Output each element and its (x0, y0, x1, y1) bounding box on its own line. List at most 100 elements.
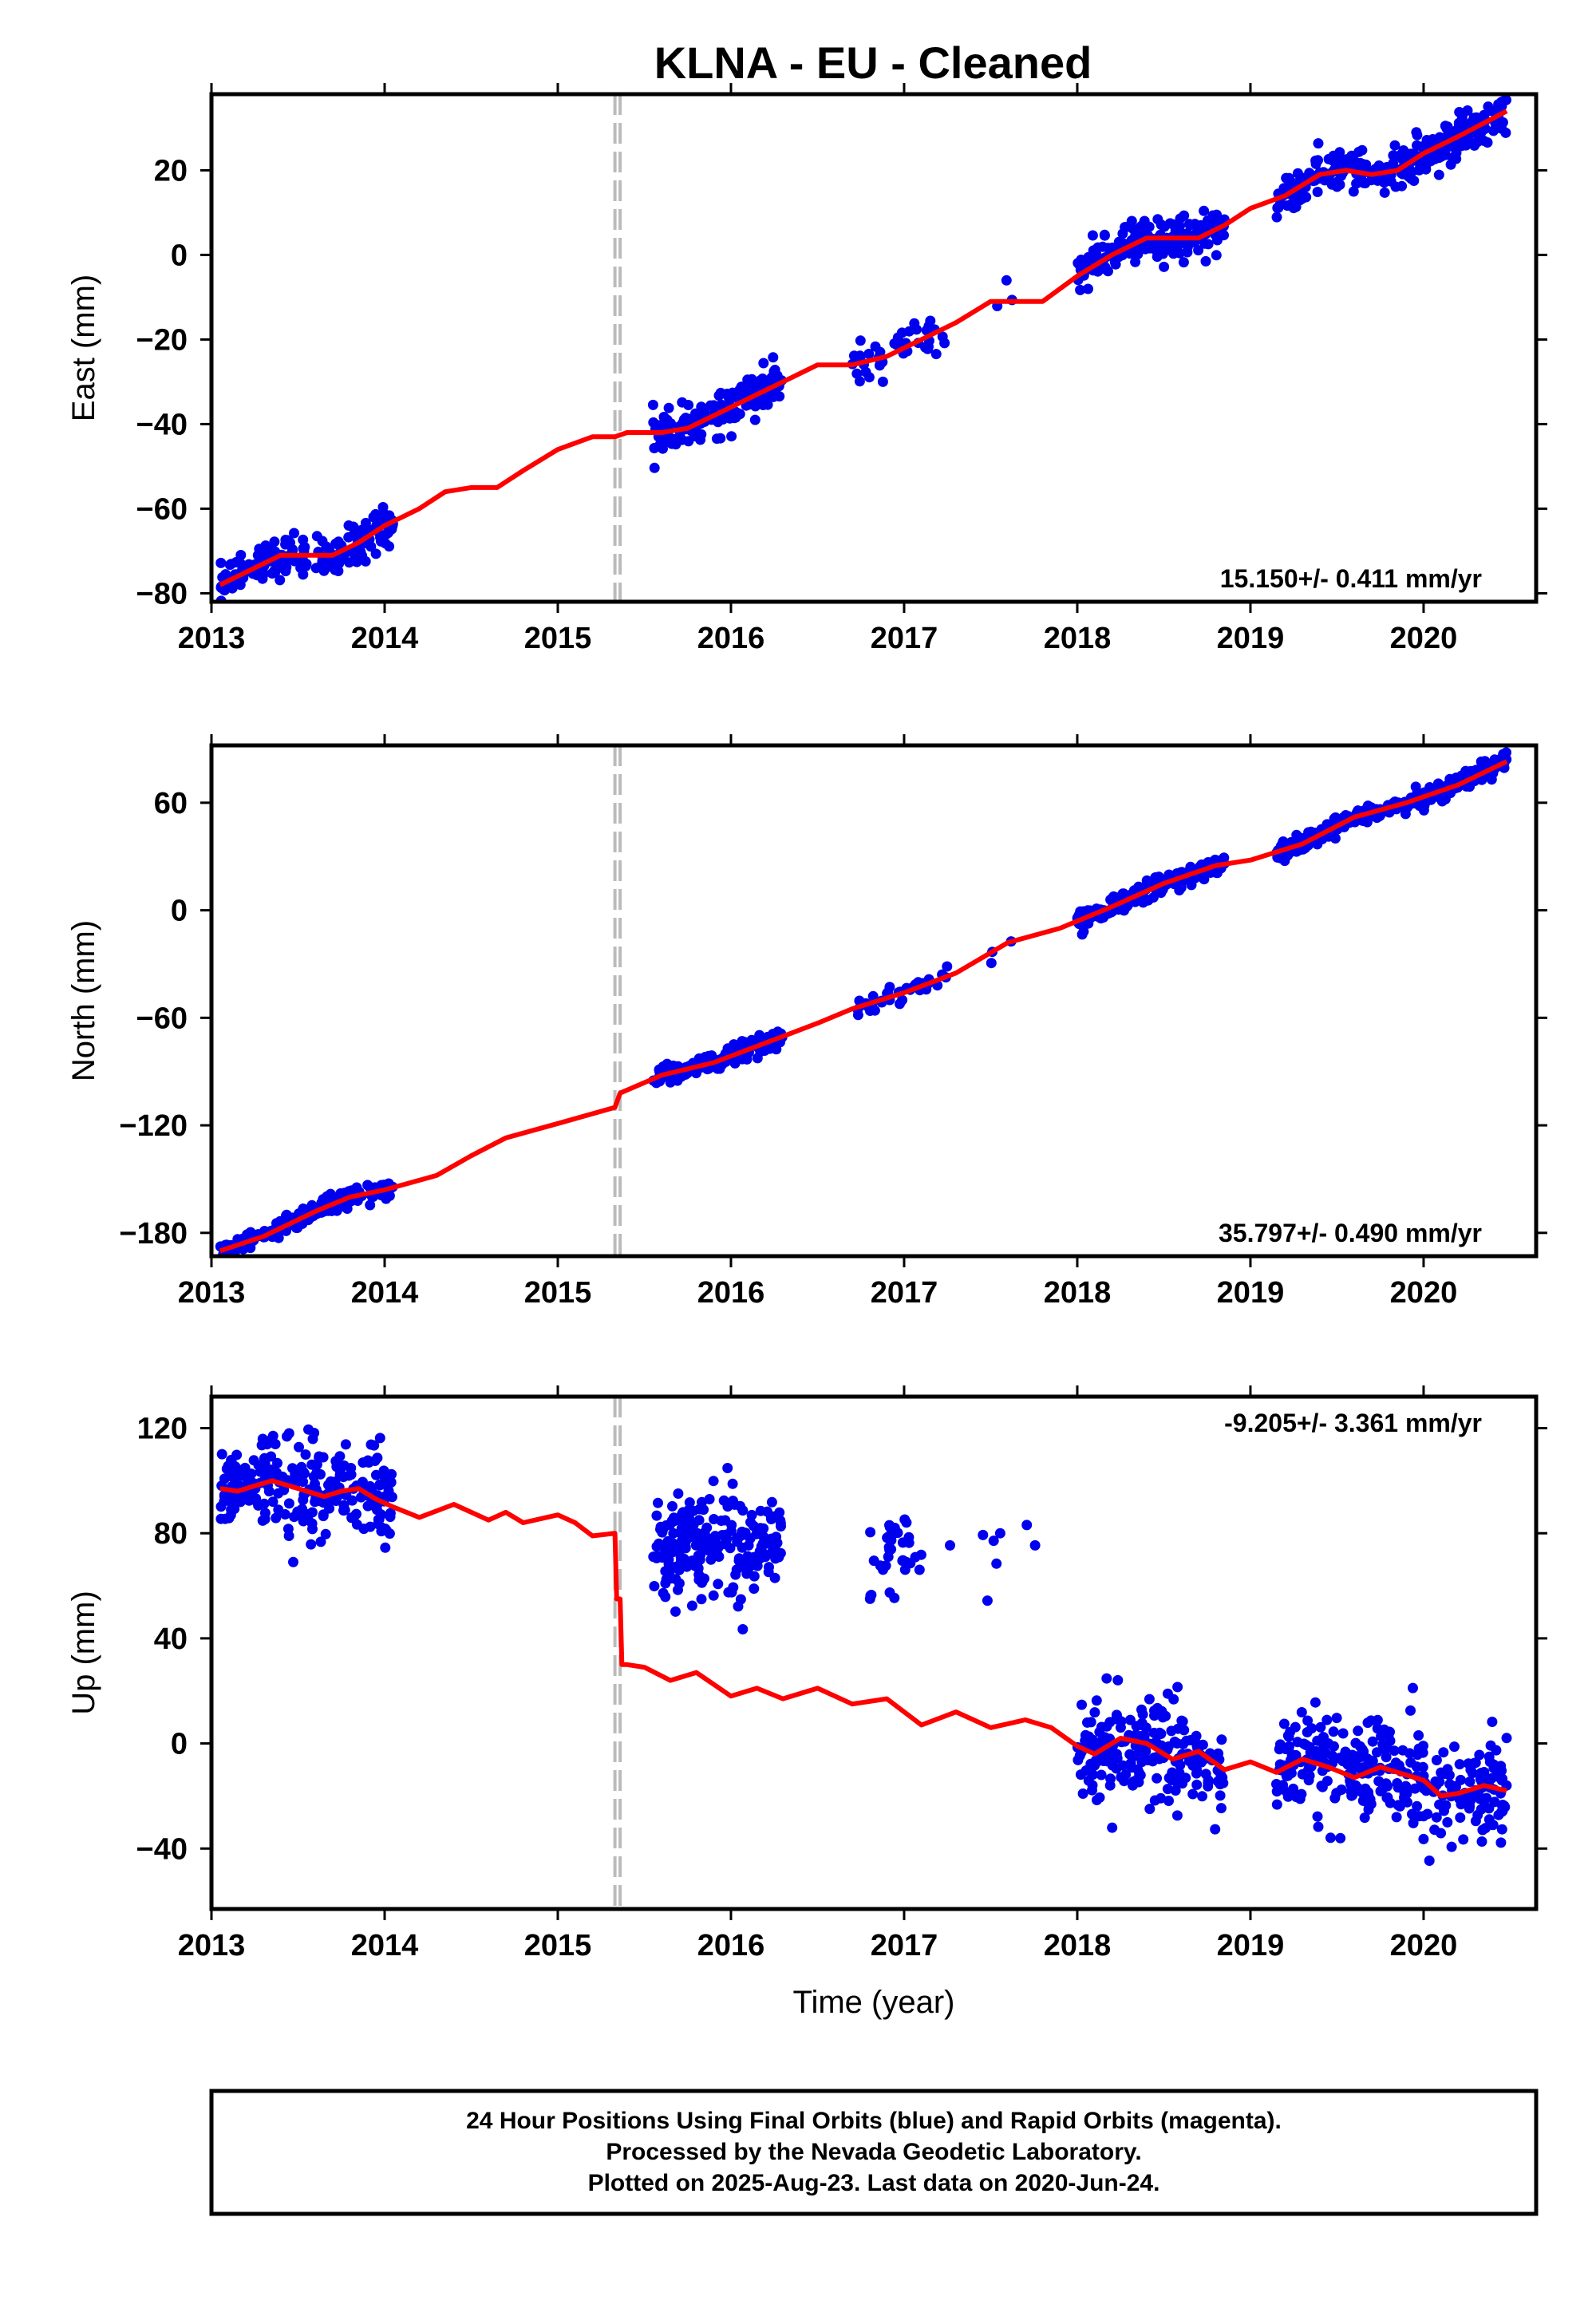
data-point (219, 1513, 231, 1524)
data-point (978, 1529, 989, 1540)
data-point (1168, 1694, 1179, 1705)
data-point (1455, 1812, 1466, 1823)
data-point (1156, 887, 1167, 899)
data-point (1167, 1775, 1178, 1785)
data-point (1477, 1824, 1488, 1836)
data-point (1112, 1753, 1123, 1764)
data-point (991, 1558, 1002, 1569)
data-point (737, 1561, 748, 1572)
data-point (1381, 1752, 1392, 1763)
data-point (749, 414, 760, 425)
data-point (1346, 156, 1357, 167)
data-point (335, 1188, 346, 1199)
data-point (1203, 239, 1214, 250)
data-point (377, 502, 389, 512)
data-point (649, 1581, 660, 1591)
data-point (1335, 1832, 1346, 1844)
data-point (1200, 1769, 1211, 1780)
data-point (1215, 1803, 1227, 1814)
data-point (1408, 1817, 1419, 1828)
data-point (300, 1449, 311, 1460)
data-point (1484, 1775, 1495, 1786)
data-point (1312, 1735, 1323, 1746)
data-point (1313, 155, 1323, 166)
data-point (1438, 1747, 1449, 1758)
data-point (380, 1542, 391, 1553)
data-point (299, 1468, 310, 1479)
x-tick-label: 2019 (1217, 622, 1285, 655)
data-point (666, 433, 678, 445)
data-point (768, 352, 779, 363)
data-point (1317, 1781, 1328, 1792)
y-tick-label: −120 (119, 1109, 188, 1143)
data-point (942, 961, 953, 972)
data-point (306, 1539, 317, 1550)
data-point (1391, 1812, 1402, 1823)
data-point (1345, 1779, 1357, 1790)
data-point (370, 508, 381, 520)
data-point (1393, 1800, 1404, 1811)
data-point (1175, 247, 1185, 259)
data-point (385, 1476, 397, 1488)
y-tick-label: −20 (136, 323, 188, 357)
data-point (1373, 811, 1384, 822)
data-point (901, 1517, 912, 1528)
data-point (356, 1492, 366, 1503)
y-tick-label: −40 (136, 1832, 188, 1866)
data-point (298, 534, 309, 545)
footer-line-3: Plotted on 2025-Aug-23. Last data on 202… (588, 2170, 1160, 2196)
data-point (279, 561, 290, 572)
data-point (273, 1504, 284, 1516)
data-point (693, 1575, 705, 1585)
data-point (762, 1506, 772, 1517)
data-point (1486, 774, 1497, 785)
data-point (749, 1551, 760, 1563)
data-point (318, 1509, 329, 1520)
data-point (226, 559, 236, 570)
data-point (1431, 1755, 1442, 1765)
data-point (769, 1572, 780, 1583)
data-point (1451, 124, 1462, 136)
data-point (889, 1592, 900, 1603)
data-point (696, 1594, 707, 1605)
data-point (1419, 800, 1430, 812)
data-point (1360, 1783, 1371, 1794)
data-point (982, 1595, 993, 1607)
data-point (1124, 1749, 1136, 1760)
data-point (1476, 1836, 1487, 1847)
data-point (678, 1517, 689, 1528)
footer-line-1: 24 Hour Positions Using Final Orbits (bl… (466, 2108, 1282, 2134)
data-point (1117, 1760, 1128, 1771)
data-point (708, 1590, 719, 1601)
data-point (1422, 1808, 1433, 1820)
data-point (280, 539, 291, 550)
data-point (1203, 1777, 1214, 1788)
data-point (708, 1476, 719, 1487)
footer-border (209, 2089, 1539, 2216)
data-point (734, 409, 745, 420)
data-point (718, 1495, 729, 1506)
data-point (1331, 1713, 1342, 1724)
data-point (1181, 1735, 1192, 1746)
data-point (1313, 138, 1324, 149)
data-point (1191, 1768, 1202, 1779)
data-point (1096, 1752, 1107, 1763)
data-point (1456, 1799, 1467, 1810)
data-point (769, 365, 780, 375)
data-point (693, 1550, 704, 1561)
data-point (339, 1504, 350, 1516)
data-point (216, 1448, 227, 1460)
data-point (721, 1533, 733, 1544)
y-tick-label: 120 (137, 1413, 188, 1446)
data-point (1310, 1697, 1321, 1708)
data-point (311, 531, 322, 542)
data-point (774, 1507, 785, 1518)
data-point (253, 1500, 264, 1511)
data-point (713, 390, 725, 401)
data-point (728, 1496, 738, 1507)
data-point (1109, 256, 1120, 267)
data-point (866, 1590, 877, 1600)
data-point (298, 569, 309, 580)
data-point (683, 400, 694, 410)
data-point (663, 402, 674, 413)
